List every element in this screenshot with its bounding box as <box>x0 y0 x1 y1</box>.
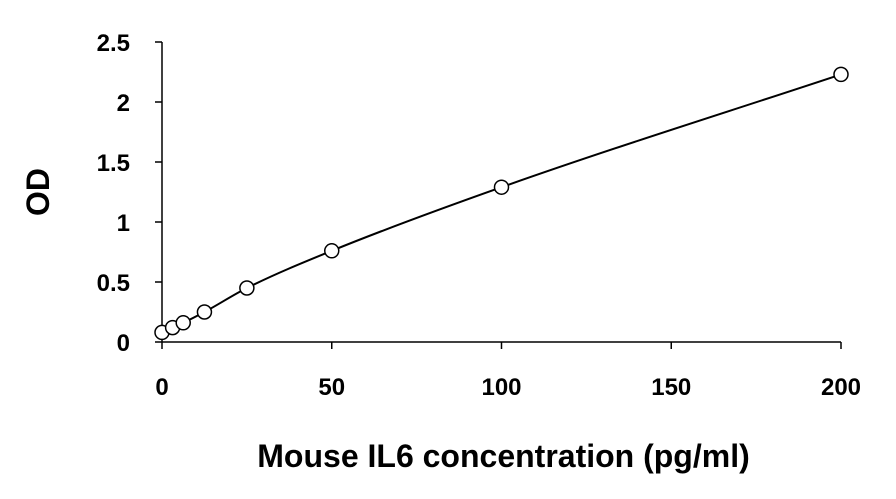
fit-curve-group <box>161 73 842 334</box>
y-tick-label: 1.5 <box>97 150 130 177</box>
x-tick-label: 0 <box>155 374 168 401</box>
x-axis-title: Mouse IL6 concentration (pg/ml) <box>257 438 749 474</box>
x-tick-label: 200 <box>821 374 861 401</box>
data-point <box>833 66 849 83</box>
y-tick-label: 1 <box>117 210 130 237</box>
x-tick-label: 50 <box>318 374 345 401</box>
data-point <box>324 243 340 259</box>
data-point <box>493 179 510 195</box>
data-point <box>239 280 255 296</box>
data-points-group <box>154 66 849 341</box>
y-tick-label: 0.5 <box>97 270 130 297</box>
y-tick-label: 2.5 <box>97 30 130 57</box>
x-tick-label: 100 <box>481 374 521 401</box>
x-tick-label: 150 <box>651 374 691 401</box>
data-point <box>196 304 213 320</box>
data-point <box>175 315 191 331</box>
y-axis: 0 0.5 1 1.5 2 2.5 <box>97 30 163 357</box>
y-tick-label: 0 <box>117 330 130 357</box>
y-tick-label: 2 <box>117 90 130 117</box>
fit-curve-line <box>161 73 842 334</box>
y-axis-title: OD <box>20 168 56 216</box>
x-axis: 0 50 100 150 200 <box>155 341 861 401</box>
